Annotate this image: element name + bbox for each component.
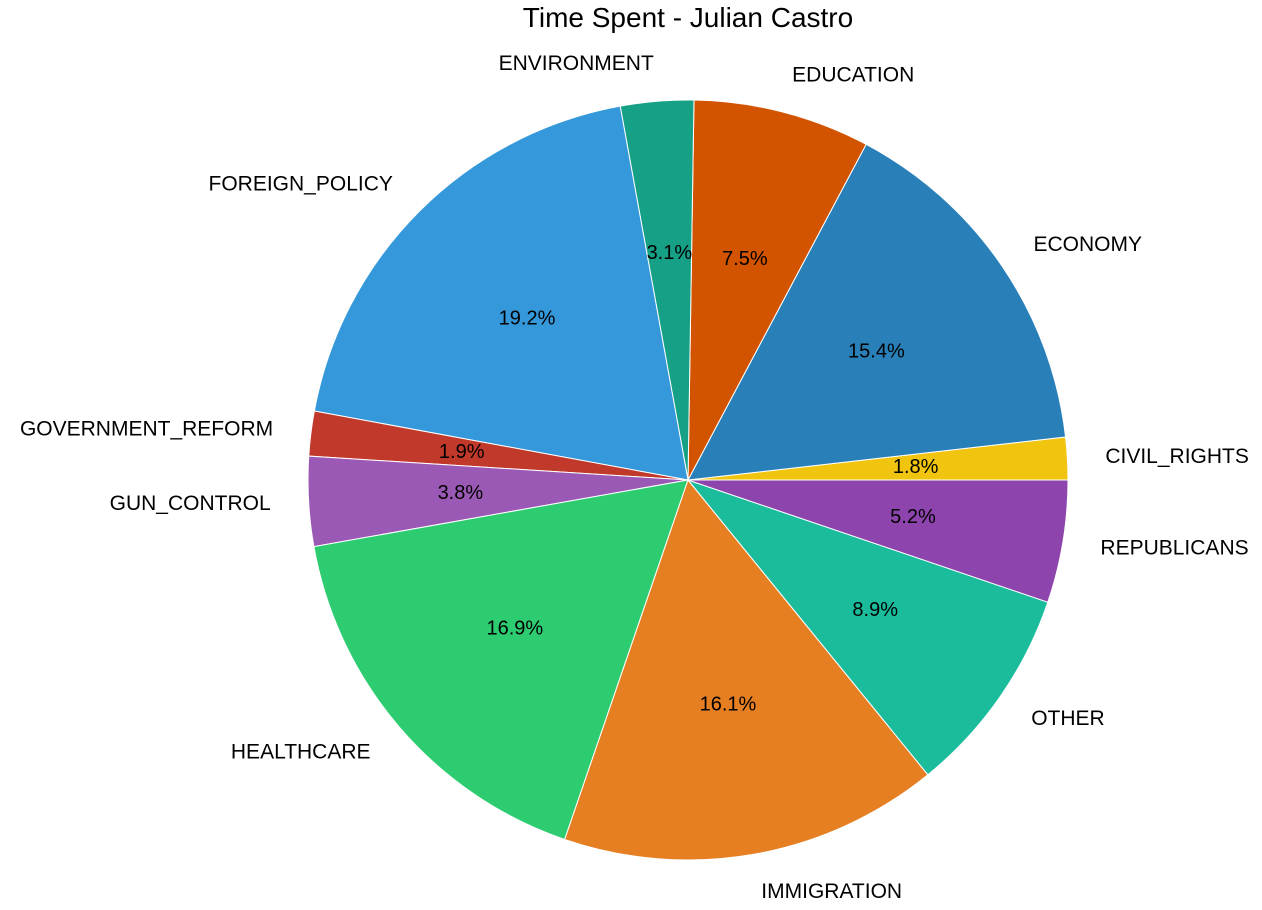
percent-label-republicans: 5.2%: [890, 506, 936, 528]
percent-label-civil-rights: 1.8%: [893, 456, 939, 478]
category-label-healthcare: HEALTHCARE: [231, 740, 371, 763]
slice-republicans: [687, 479, 1069, 603]
percent-label-gun-control: 3.8%: [438, 482, 484, 504]
category-labels: CIVIL_RIGHTS ECONOMY EDUCATION ENVIRONMENT F…: [20, 52, 1249, 903]
percent-label-government-reform: 1.9%: [439, 441, 485, 463]
slice-other: [686, 478, 1049, 776]
category-label-republicans: REPUBLICANS: [1100, 537, 1248, 560]
percent-label-education: 7.5%: [722, 248, 768, 270]
slice-healthcare: [313, 479, 689, 841]
percent-label-economy: 15.4%: [848, 341, 905, 363]
pie-slices: [307, 99, 1069, 861]
category-label-gun-control: GUN_CONTROL: [110, 492, 271, 515]
slice-economy: [687, 143, 1067, 481]
category-label-immigration: IMMIGRATION: [761, 880, 902, 903]
percent-label-healthcare: 16.9%: [486, 617, 543, 639]
category-label-economy: ECONOMY: [1033, 233, 1142, 256]
slice-foreign-policy: [313, 105, 689, 481]
percent-label-foreign-policy: 19.2%: [499, 308, 556, 330]
category-label-government-reform: GOVERNMENT_REFORM: [20, 417, 273, 440]
percent-label-other: 8.9%: [852, 599, 898, 621]
percent-label-immigration: 16.1%: [700, 693, 757, 715]
chart-title: Time Spent - Julian Castro: [522, 2, 854, 33]
category-label-civil-rights: CIVIL_RIGHTS: [1105, 445, 1249, 468]
category-label-education: EDUCATION: [792, 64, 914, 87]
slice-immigration: [564, 478, 929, 861]
category-label-environment: ENVIRONMENT: [499, 52, 654, 75]
percent-labels: 1.8% 15.4% 7.5% 3.1% 19.2% 1.9% 3.8% 16.9% 16.1%…: [438, 242, 939, 716]
category-label-other: OTHER: [1031, 707, 1105, 730]
percent-label-environment: 3.1%: [647, 242, 693, 264]
slice-education: [687, 99, 867, 481]
category-label-foreign-policy: FOREIGN_POLICY: [209, 172, 393, 195]
